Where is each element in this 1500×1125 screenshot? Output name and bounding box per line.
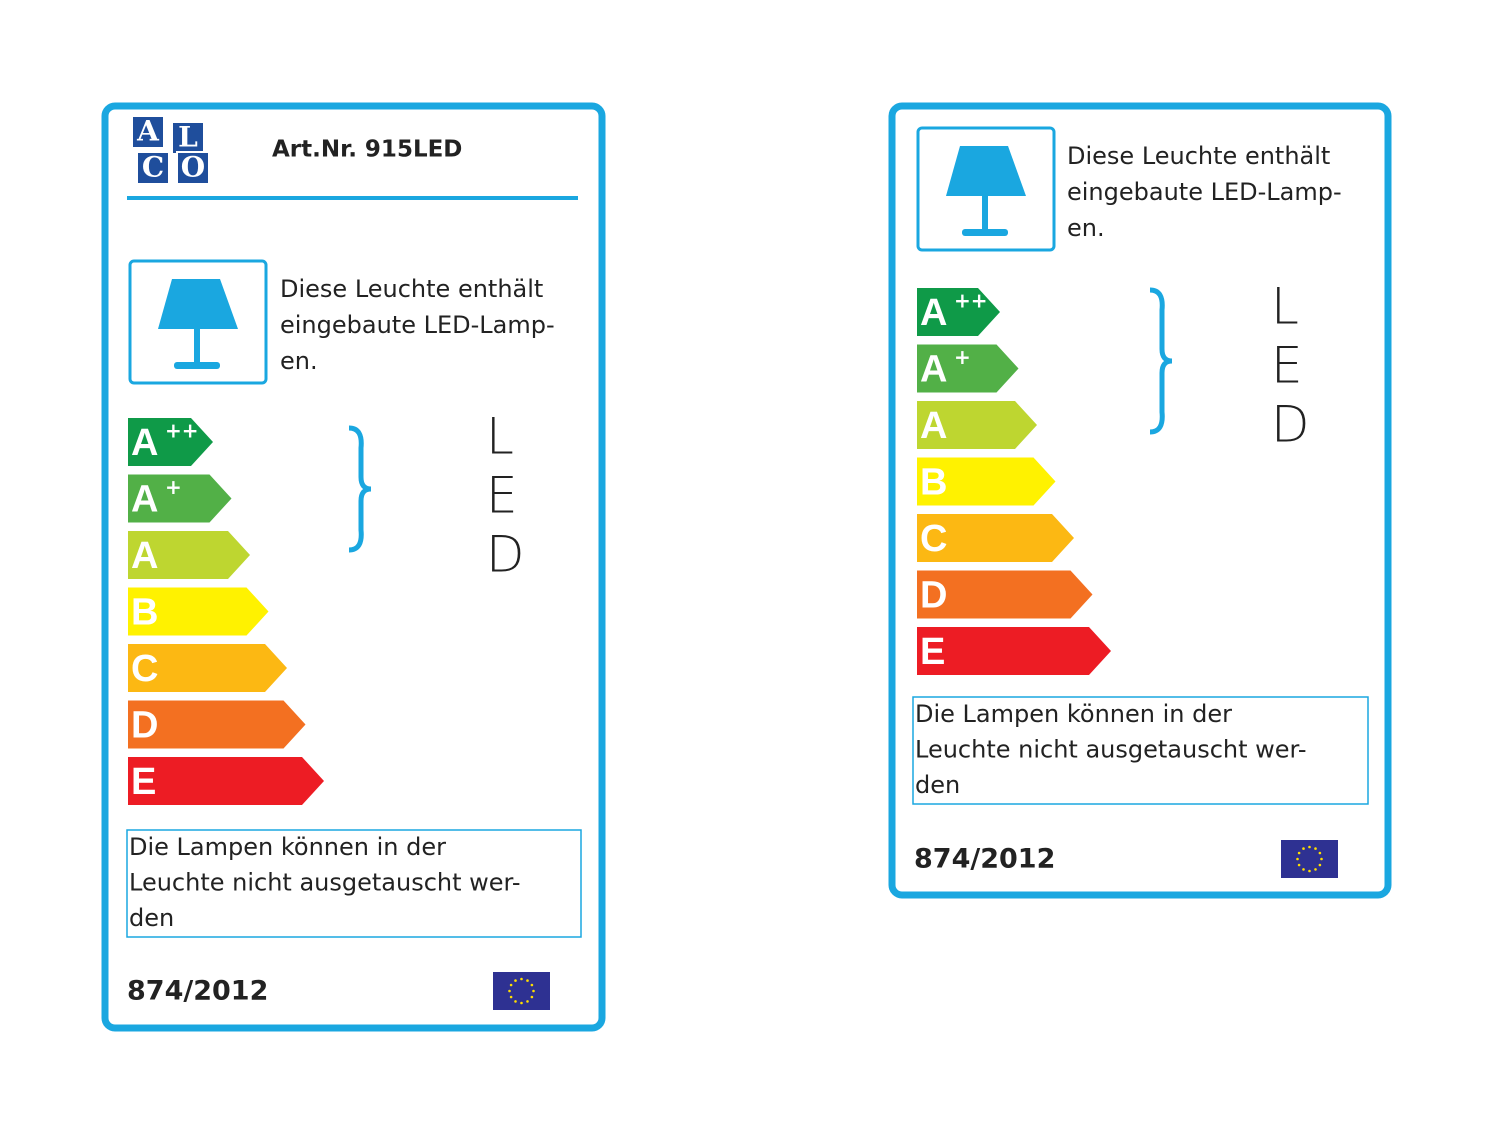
energy-class-sup: +: [165, 475, 182, 499]
eu-star: [1302, 868, 1305, 871]
eu-star: [1320, 857, 1323, 861]
lamp-stem: [982, 196, 988, 232]
eu-star: [1314, 847, 1317, 850]
eu-star: [509, 995, 513, 999]
eu-star: [1302, 847, 1305, 850]
description-line: en.: [280, 347, 318, 375]
eu-star: [526, 1000, 529, 1003]
regulation: 874/2012: [914, 844, 1055, 875]
description-line: en.: [1067, 214, 1105, 242]
energy-class-letter: E: [131, 761, 156, 803]
eu-star: [1318, 851, 1322, 855]
energy-class-letter: A: [920, 292, 947, 334]
regulation: 874/2012: [127, 976, 268, 1007]
energy-class-letter: D: [131, 705, 158, 747]
eu-star: [520, 977, 523, 981]
energy-class-arrow: [128, 644, 287, 692]
energy-class-letter: D: [920, 575, 947, 617]
energy-class-letter: C: [920, 518, 947, 560]
energy-class-arrow: [917, 457, 1056, 506]
led-letter: D: [1271, 396, 1310, 454]
energy-class-letter: B: [131, 592, 158, 634]
eu-star: [509, 983, 513, 987]
eu-star: [520, 1001, 523, 1005]
energy-class-letter: C: [131, 648, 158, 690]
energy-class-letter: A: [131, 535, 158, 577]
lamp-box: [916, 126, 1056, 252]
label-frame: [101, 102, 606, 1032]
eu-star: [526, 979, 529, 982]
energy-class-arrow: [917, 570, 1093, 619]
energy-class-arrow: [917, 288, 1000, 336]
description-line: Diese Leuchte enthält: [280, 275, 543, 303]
energy-class-letter: B: [920, 462, 947, 504]
energy-class-letter: A: [920, 405, 947, 447]
energy-class-arrow: [917, 514, 1074, 562]
label-frame: [888, 102, 1392, 899]
lamp-base: [174, 362, 220, 369]
energy-class-arrow: [128, 757, 324, 805]
description-line: eingebaute LED-Lamp-: [1067, 178, 1342, 206]
lamp-stem: [194, 329, 200, 365]
eu-star: [530, 995, 534, 999]
energy-class-arrow: [917, 344, 1019, 393]
eu-star: [508, 989, 511, 993]
note-line: Die Lampen können in der: [129, 833, 446, 861]
energy-class-arrow: [128, 474, 232, 523]
energy-class-arrow: [917, 627, 1111, 675]
eu-star: [514, 1000, 517, 1003]
led-letter: D: [486, 526, 525, 584]
eu-star: [514, 979, 517, 982]
note-line: Die Lampen können in der: [915, 700, 1232, 728]
eu-star: [1314, 868, 1317, 871]
logo-letter: C: [142, 151, 164, 184]
note-box: [912, 696, 1369, 805]
note-line: den: [915, 771, 960, 799]
lamp-base: [962, 229, 1008, 236]
led-letter: E: [1271, 337, 1303, 395]
energy-class-arrow: [128, 587, 269, 636]
logo-letter: L: [178, 121, 198, 154]
eu-star: [1308, 869, 1311, 873]
article-number: Art.Nr. 915LED: [272, 137, 462, 163]
energy-class-sup: +: [954, 345, 971, 369]
energy-class-letter: A: [131, 422, 158, 464]
logo-tile: [136, 151, 170, 185]
eu-star: [1318, 863, 1322, 867]
energy-class-letter: E: [920, 631, 945, 673]
eu-star: [530, 983, 534, 987]
note-line: Leuchte nicht ausgetauscht wer-: [915, 736, 1307, 764]
energy-class-arrow: [128, 531, 250, 579]
lamp-box: [128, 259, 268, 385]
eu-star: [1308, 845, 1311, 849]
eu-star: [532, 989, 535, 993]
logo-tile: [176, 151, 210, 185]
brace: [348, 425, 372, 553]
led-letter: E: [486, 467, 518, 525]
energy-class-letter: A: [131, 479, 158, 521]
energy-class-arrow: [917, 401, 1037, 449]
led-letter: L: [1271, 278, 1299, 336]
eu-star: [1297, 863, 1301, 867]
description-line: eingebaute LED-Lamp-: [280, 311, 555, 339]
energy-class-letter: A: [920, 349, 947, 391]
lamp-shade: [158, 279, 238, 329]
note-line: Leuchte nicht ausgetauscht wer-: [129, 869, 521, 897]
led-letter: L: [486, 408, 514, 466]
energy-class-sup: ++: [165, 419, 199, 443]
logo-letter: O: [181, 151, 205, 184]
energy-class-sup: ++: [954, 289, 988, 313]
eu-star: [1297, 851, 1301, 855]
description-line: Diese Leuchte enthält: [1067, 142, 1330, 170]
note-box: [126, 829, 582, 938]
eu-star: [1296, 857, 1299, 861]
logo-letter: A: [136, 115, 160, 148]
logo-tile: [131, 115, 165, 149]
energy-class-arrow: [128, 418, 213, 466]
lamp-shade: [946, 146, 1026, 196]
energy-class-arrow: [128, 700, 306, 749]
note-line: den: [129, 904, 174, 932]
brace: [1149, 287, 1173, 435]
